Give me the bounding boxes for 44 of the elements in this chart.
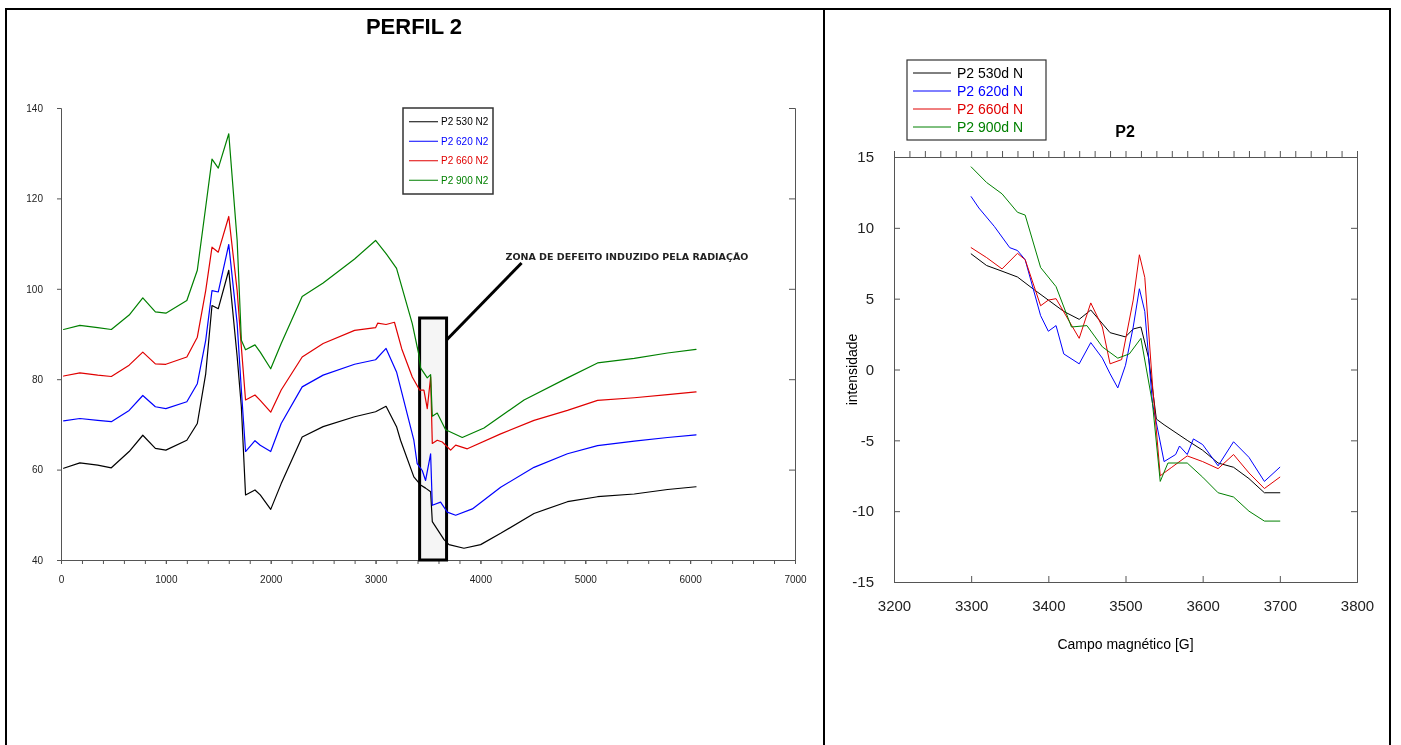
band-label: ZONA DE DEFEITO INDUZIDO PELA RADIAÇÃO — [505, 251, 749, 262]
x-tick-label: 5000 — [574, 574, 598, 586]
line-series — [970, 196, 1281, 482]
x-tick-label: 3700 — [1263, 596, 1298, 614]
chart-title: P2 — [1115, 123, 1135, 140]
chart-title: PERFIL 2 — [365, 14, 463, 39]
y-tick-label: 10 — [857, 219, 874, 237]
legend-label: P2 900 N2 — [441, 174, 489, 186]
y-tick-label: -10 — [852, 502, 874, 520]
x-tick-label: 1000 — [155, 574, 178, 586]
x-tick-label: 7000 — [784, 574, 808, 586]
x-tick-label: 0 — [58, 574, 65, 586]
y-tick-label: 60 — [31, 464, 44, 476]
legend-label: P2 530 N2 — [441, 116, 489, 128]
x-tick-label: 3300 — [954, 596, 989, 614]
line-series — [63, 269, 697, 549]
y-tick-label: -15 — [852, 573, 874, 591]
y-axis-title: intensidade — [844, 333, 860, 406]
y-tick-label: 100 — [26, 283, 44, 295]
legend-label: P2 900d N — [957, 118, 1024, 135]
x-tick-label: 3200 — [877, 596, 912, 614]
x-tick-label: 4000 — [469, 574, 493, 586]
x-tick-label: 2000 — [260, 574, 283, 586]
y-tick-label: -5 — [860, 431, 874, 449]
y-tick-label: 40 — [31, 554, 44, 566]
x-axis-title: Campo magnético [G] — [1057, 636, 1194, 652]
legend-label: P2 660 N2 — [441, 155, 489, 167]
x-tick-label: 3800 — [1340, 596, 1375, 614]
x-tick-label: 3400 — [1032, 596, 1066, 614]
y-tick-label: 140 — [26, 102, 44, 114]
x-tick-label: 6000 — [679, 574, 703, 586]
legend-label: P2 530d N — [957, 64, 1024, 81]
y-tick-label: 80 — [31, 373, 44, 385]
x-tick-label: 3000 — [364, 574, 388, 586]
x-tick-label: 3500 — [1109, 596, 1143, 614]
legend-label: P2 620 N2 — [441, 135, 489, 147]
y-tick-label: 0 — [865, 360, 874, 378]
y-tick-label: 5 — [865, 289, 874, 307]
legend-label: P2 620d N — [957, 82, 1024, 99]
y-tick-label: 15 — [857, 148, 874, 166]
y-tick-label: 120 — [26, 193, 44, 205]
legend-label: P2 660d N — [957, 100, 1024, 117]
x-tick-label: 3600 — [1186, 596, 1220, 614]
line-series — [970, 166, 1281, 522]
